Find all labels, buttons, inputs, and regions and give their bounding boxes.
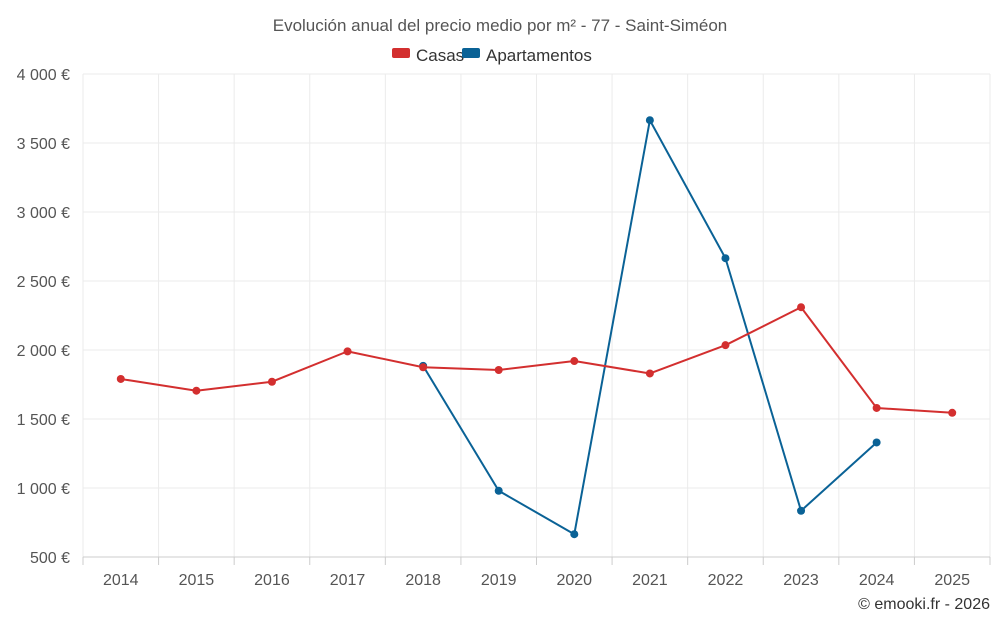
chart-title: Evolución anual del precio medio por m² … — [273, 16, 728, 35]
data-point-casas — [419, 363, 428, 372]
y-tick-label: 2 500 € — [17, 274, 70, 291]
legend: Casas Apartamentos — [392, 46, 592, 65]
x-tick-label: 2023 — [783, 572, 819, 589]
data-point-casas — [948, 408, 957, 417]
legend-label-casas: Casas — [416, 46, 464, 65]
y-tick-label: 1 000 € — [17, 481, 70, 498]
legend-item-apartamentos: Apartamentos — [462, 46, 592, 65]
x-tick-label: 2015 — [179, 572, 215, 589]
data-point-apartamentos — [721, 254, 730, 263]
data-point-casas — [721, 341, 730, 350]
x-tick-label: 2020 — [556, 572, 592, 589]
series-casas — [116, 303, 957, 417]
legend-swatch-casas — [392, 48, 410, 58]
x-tick-label: 2025 — [934, 572, 970, 589]
data-point-apartamentos — [494, 486, 503, 495]
data-point-apartamentos — [872, 438, 881, 447]
series-line-casas — [120, 306, 953, 414]
x-tick-label: 2018 — [405, 572, 441, 589]
x-tick-label: 2017 — [330, 572, 366, 589]
data-point-casas — [570, 357, 579, 366]
data-point-apartamentos — [645, 116, 654, 125]
data-point-casas — [267, 377, 276, 386]
data-point-apartamentos — [797, 506, 806, 515]
data-point-casas — [343, 347, 352, 356]
series-group — [116, 116, 957, 539]
data-point-casas — [116, 374, 125, 383]
y-tick-label: 3 000 € — [17, 205, 70, 222]
x-tick-label: 2022 — [708, 572, 744, 589]
x-tick-label: 2014 — [103, 572, 139, 589]
y-tick-label: 3 500 € — [17, 136, 70, 153]
y-tick-label: 500 € — [30, 550, 70, 567]
x-tick-label: 2016 — [254, 572, 290, 589]
y-tick-label: 2 000 € — [17, 343, 70, 360]
x-tick-label: 2021 — [632, 572, 668, 589]
x-axis: 2014 2015 2016 2017 2018 2019 2020 2021 2022 2023… — [82, 556, 991, 589]
legend-label-apartamentos: Apartamentos — [486, 46, 592, 65]
data-point-apartamentos — [570, 530, 579, 539]
data-point-casas — [494, 366, 503, 375]
x-tick-label: 2019 — [481, 572, 517, 589]
data-point-casas — [645, 369, 654, 378]
series-line-apartamentos — [422, 119, 878, 536]
legend-swatch-apartamentos — [462, 48, 480, 58]
data-point-casas — [192, 386, 201, 395]
y-axis: 500 € 1 000 € 1 500 € 2 000 € 2 500 € 3 000 €… — [17, 67, 70, 567]
x-tick-label: 2024 — [859, 572, 895, 589]
legend-item-casas: Casas — [392, 46, 464, 65]
series-apartamentos — [419, 116, 881, 539]
data-point-casas — [797, 303, 806, 312]
data-point-casas — [872, 403, 881, 412]
y-tick-label: 4 000 € — [17, 67, 70, 84]
grid — [82, 73, 991, 558]
credit-text: © emooki.fr - 2026 — [858, 596, 990, 613]
y-tick-label: 1 500 € — [17, 412, 70, 429]
